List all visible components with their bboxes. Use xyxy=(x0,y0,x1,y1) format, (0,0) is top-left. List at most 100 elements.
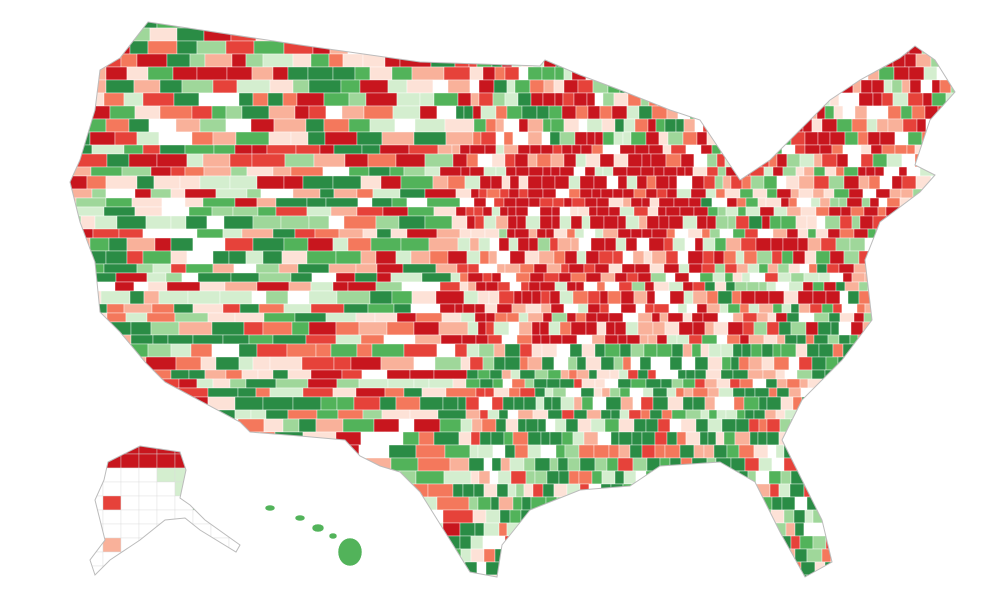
county xyxy=(692,396,706,411)
county xyxy=(563,303,579,314)
county xyxy=(812,290,827,305)
county xyxy=(341,369,363,380)
county xyxy=(85,343,119,358)
county xyxy=(909,228,920,239)
county xyxy=(610,431,620,446)
county xyxy=(758,418,768,433)
county xyxy=(631,431,643,446)
county xyxy=(666,431,678,446)
county xyxy=(370,483,404,498)
county xyxy=(740,509,751,524)
county xyxy=(385,40,413,55)
county xyxy=(325,105,343,120)
county xyxy=(602,92,615,107)
county xyxy=(230,27,257,42)
county xyxy=(850,321,864,336)
county xyxy=(652,387,668,398)
county xyxy=(207,548,231,563)
county xyxy=(531,334,542,345)
county xyxy=(460,356,471,371)
county xyxy=(926,396,936,411)
county xyxy=(836,387,847,398)
county xyxy=(923,66,938,81)
county xyxy=(936,118,948,133)
county xyxy=(637,272,652,283)
county xyxy=(901,175,917,190)
county xyxy=(804,92,821,107)
county xyxy=(905,496,921,511)
county xyxy=(411,290,437,305)
county xyxy=(830,496,841,511)
county xyxy=(262,321,293,336)
county xyxy=(921,548,931,563)
county xyxy=(179,175,201,190)
county xyxy=(246,444,276,459)
county xyxy=(850,206,865,217)
county xyxy=(583,228,596,239)
county xyxy=(617,588,625,600)
county xyxy=(287,290,310,305)
county xyxy=(911,105,926,120)
county xyxy=(424,166,441,177)
county xyxy=(246,166,274,177)
county xyxy=(600,272,616,283)
county xyxy=(413,356,436,371)
county xyxy=(948,144,955,155)
county xyxy=(688,263,703,274)
county xyxy=(750,343,763,358)
county xyxy=(335,321,360,336)
county xyxy=(556,343,571,358)
county xyxy=(497,281,511,292)
county xyxy=(835,237,851,252)
county xyxy=(496,40,511,55)
county xyxy=(625,237,638,252)
county xyxy=(660,378,673,389)
county xyxy=(228,467,240,483)
county xyxy=(698,509,712,524)
county xyxy=(956,207,965,216)
county xyxy=(493,321,510,336)
county xyxy=(683,387,694,398)
county xyxy=(266,574,282,577)
county xyxy=(232,206,259,217)
county xyxy=(493,79,508,94)
county xyxy=(771,457,785,472)
county xyxy=(744,387,756,398)
county xyxy=(244,457,262,472)
county xyxy=(736,561,749,576)
county xyxy=(651,522,661,537)
county xyxy=(272,369,289,380)
county xyxy=(844,131,859,146)
county xyxy=(604,574,621,577)
county xyxy=(849,574,860,577)
county xyxy=(648,144,664,155)
county xyxy=(170,250,188,265)
county xyxy=(120,523,140,539)
county xyxy=(937,509,949,524)
county xyxy=(867,66,880,81)
county xyxy=(570,237,580,252)
county xyxy=(907,334,922,345)
county xyxy=(707,574,718,577)
county xyxy=(76,356,100,371)
county xyxy=(594,166,604,177)
county xyxy=(812,79,826,94)
county xyxy=(489,237,500,252)
county xyxy=(115,369,144,380)
county xyxy=(841,303,858,314)
county xyxy=(939,79,952,94)
county xyxy=(920,574,937,577)
county xyxy=(143,290,160,305)
county xyxy=(852,53,867,68)
county xyxy=(742,321,755,336)
county xyxy=(913,378,930,389)
county xyxy=(612,250,624,265)
county xyxy=(694,356,709,371)
county xyxy=(817,321,832,336)
county xyxy=(588,548,605,563)
county xyxy=(545,496,558,511)
county xyxy=(272,228,296,239)
county xyxy=(835,281,846,292)
county xyxy=(840,206,852,217)
county xyxy=(620,303,637,314)
